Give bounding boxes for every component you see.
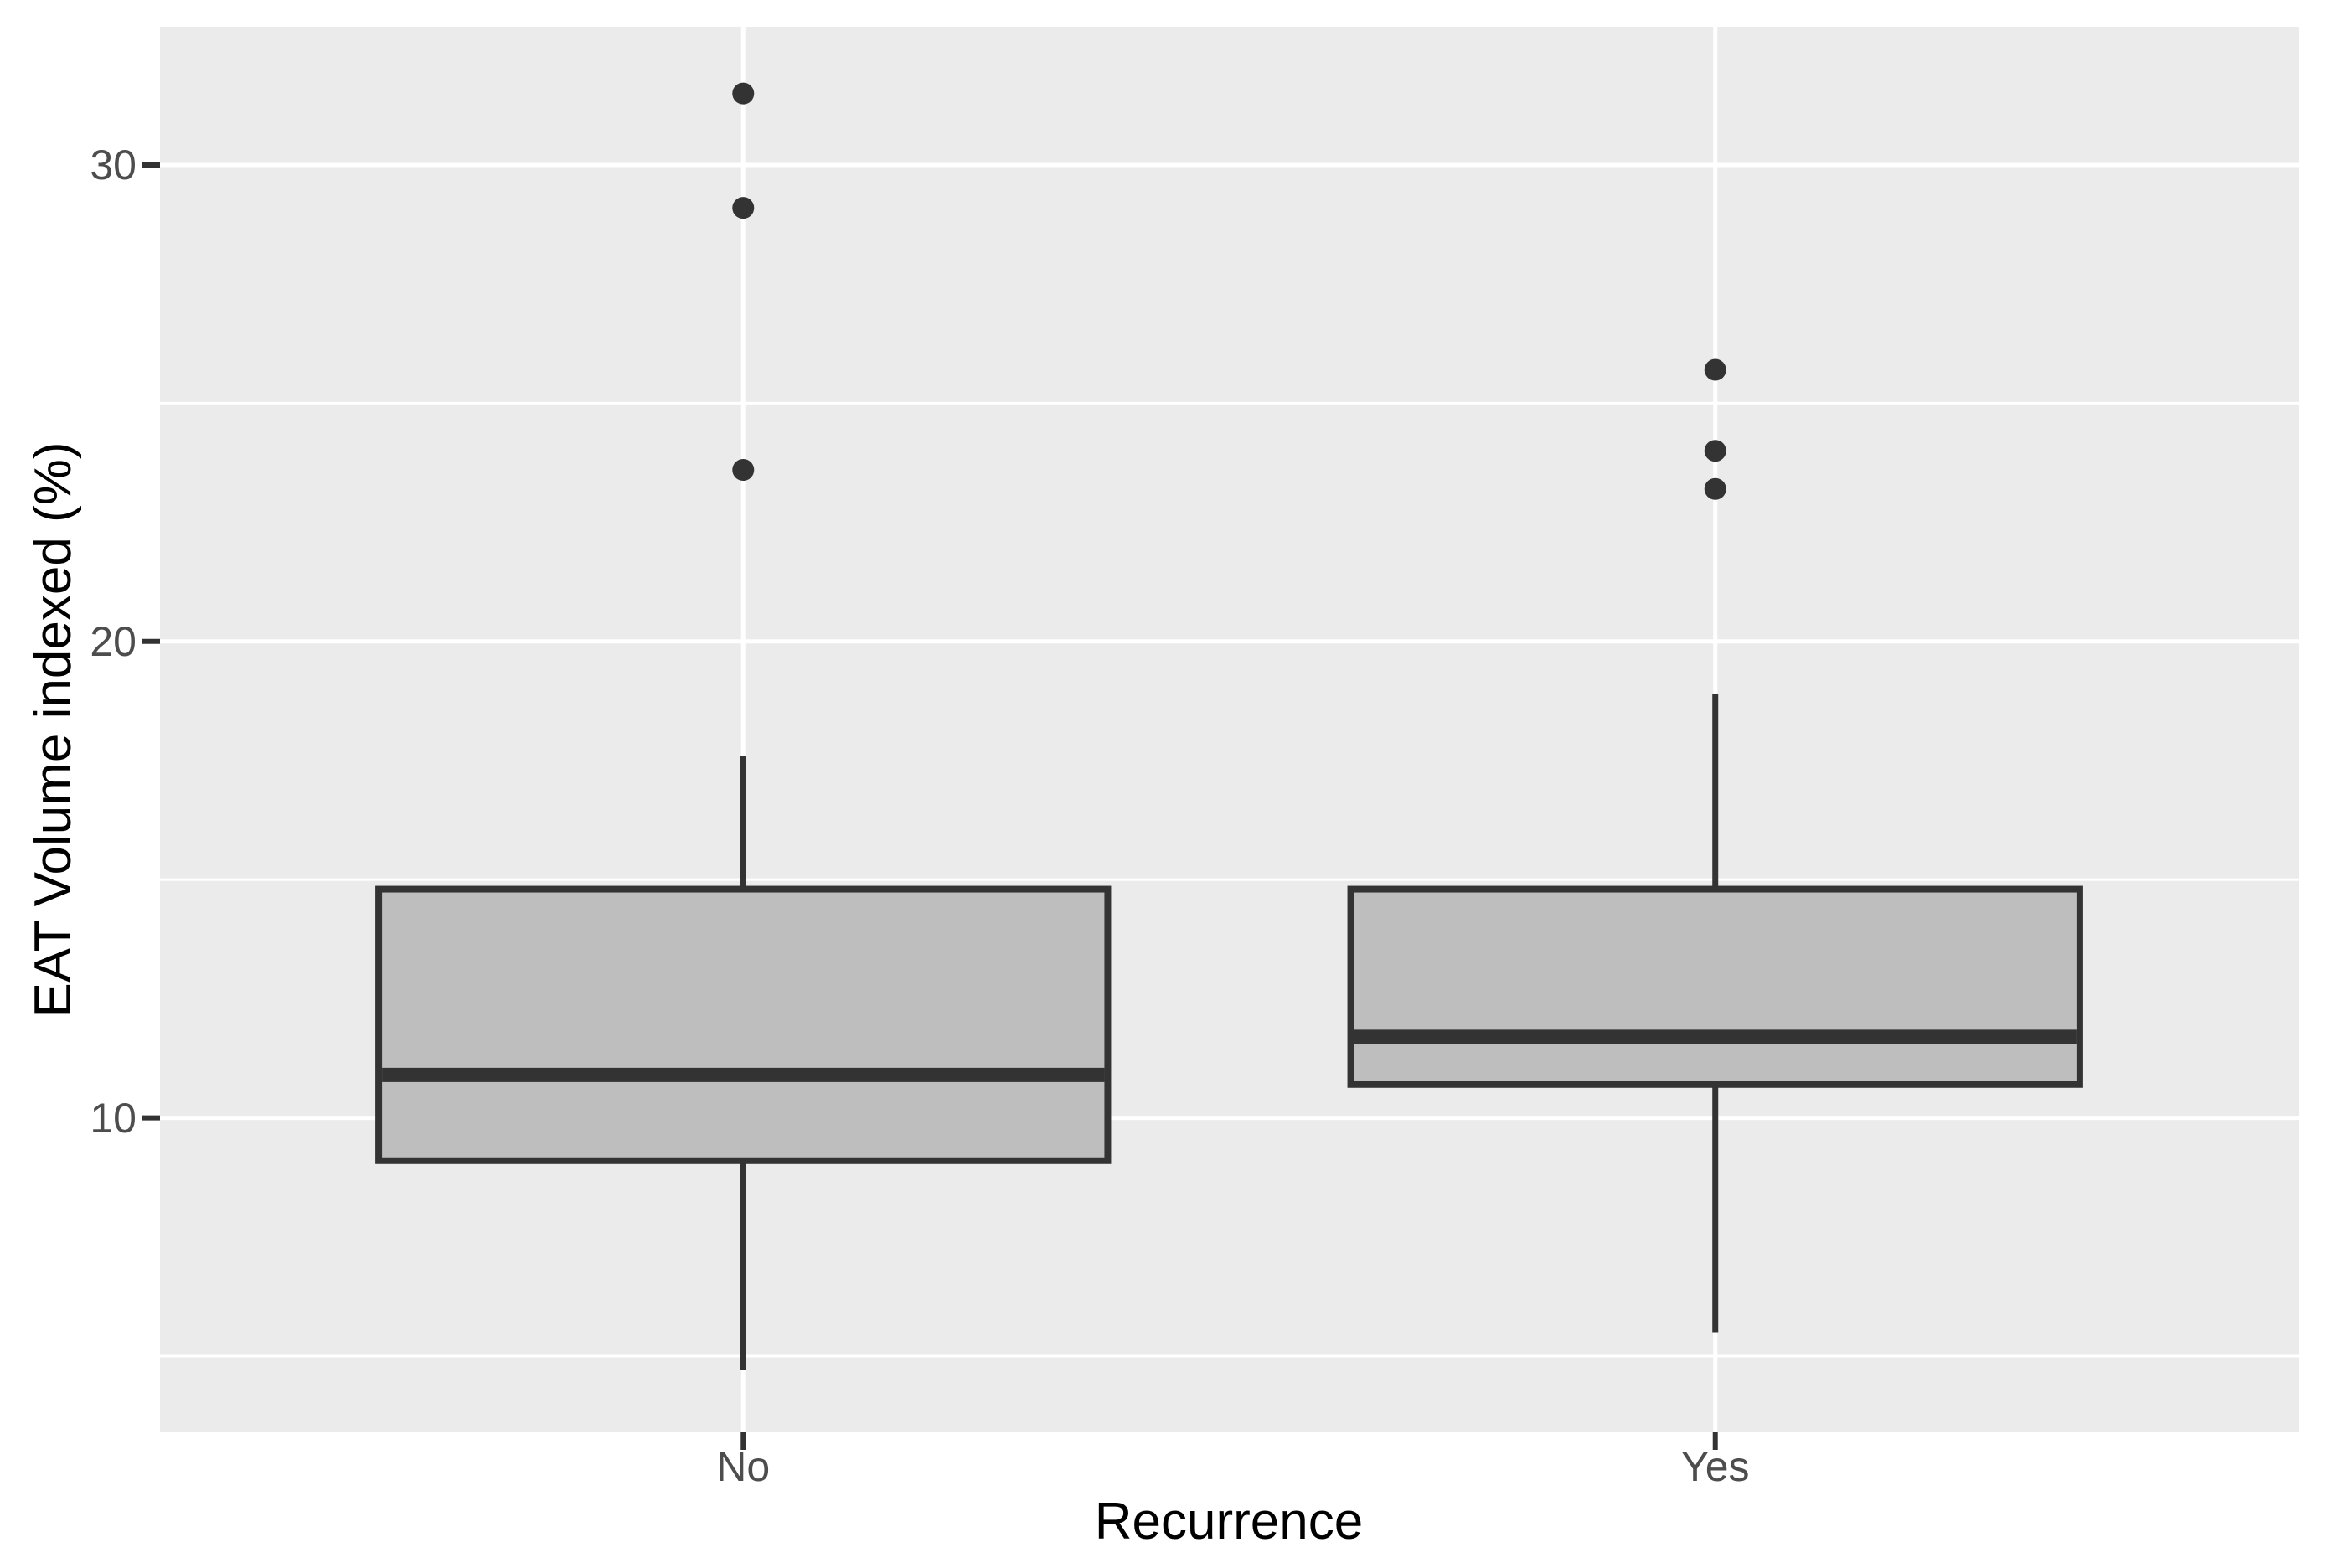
x-axis-title: Recurrence — [1094, 1493, 1364, 1550]
y-tick-label: 20 — [90, 617, 137, 665]
outlier-point — [732, 197, 755, 219]
box-iqr — [375, 885, 1112, 1164]
boxplot-layer — [375, 82, 2083, 1371]
outlier-point — [732, 82, 755, 105]
panel-background — [160, 27, 2299, 1432]
outlier-point — [1704, 477, 1726, 500]
outlier-point — [1704, 440, 1726, 462]
axis-tick-layer — [142, 162, 1718, 1450]
y-axis-tick-labels: 10 20 30 — [0, 0, 137, 1568]
panel-layer — [160, 27, 2299, 1432]
box-iqr — [1347, 885, 2083, 1088]
x-tick-label: Yes — [1680, 1443, 1750, 1490]
outlier-point — [1704, 358, 1726, 381]
outlier-point — [732, 458, 755, 481]
y-axis-title: EAT Volume indexed (%) — [24, 441, 82, 1018]
y-tick-label: 10 — [90, 1094, 137, 1142]
x-tick-label: No — [716, 1443, 771, 1490]
y-tick-label: 30 — [90, 141, 137, 188]
